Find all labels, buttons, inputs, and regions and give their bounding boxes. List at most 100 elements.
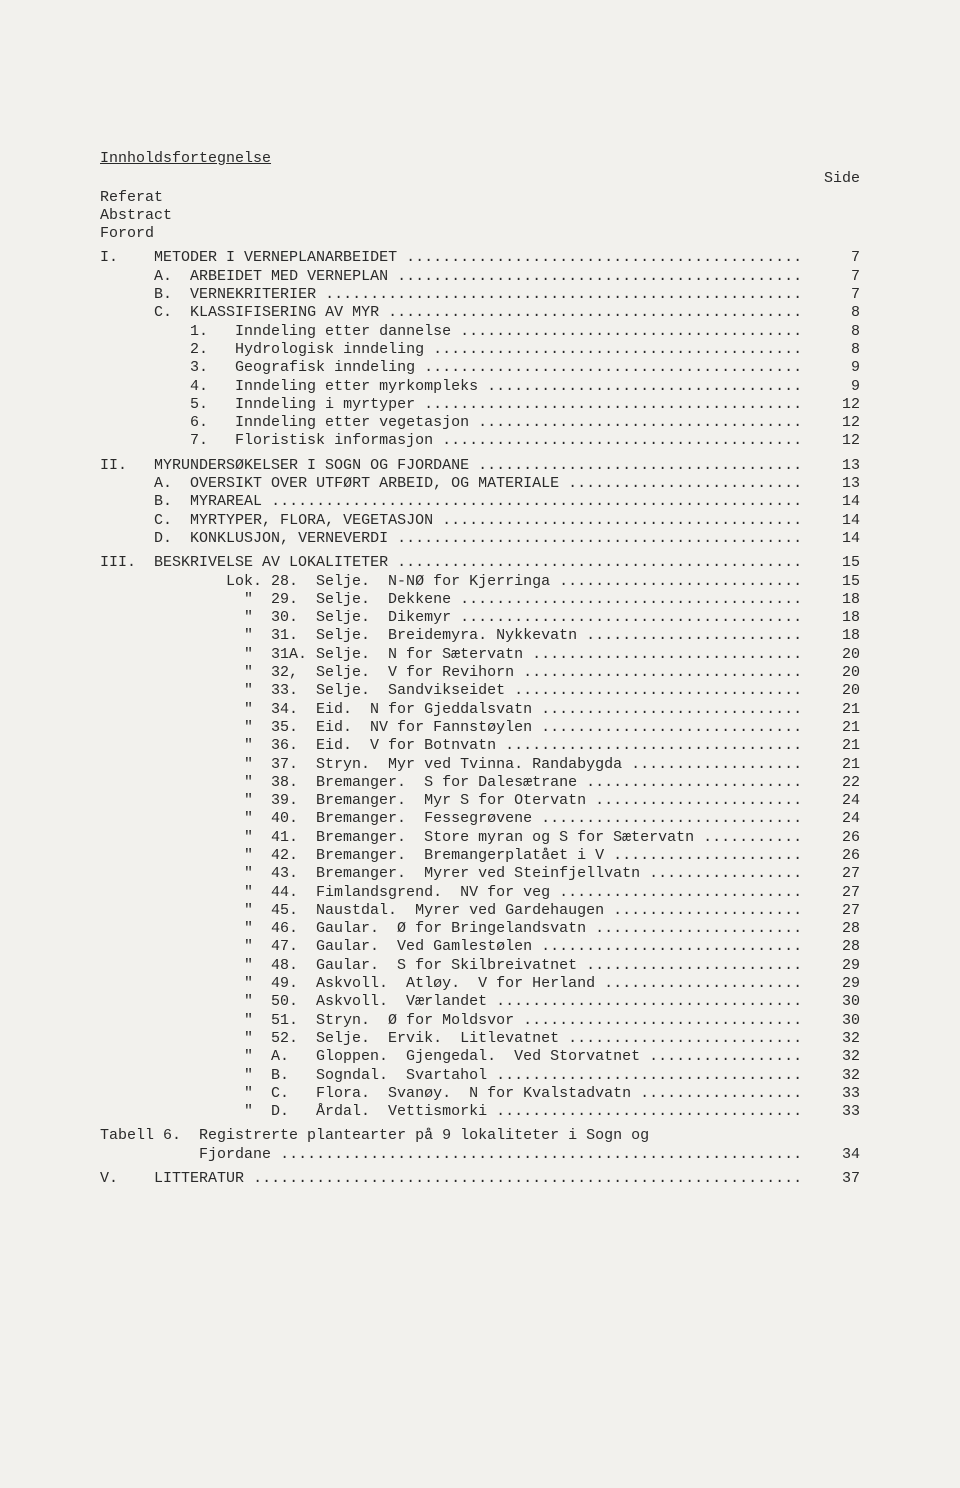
lokalitet-page: 20 [800,646,870,664]
section-I-C-2: 2. Hydrologisk inndeling ...............… [100,341,870,359]
lokalitet-text: Bremanger. Myrer ved Steinfjellvatn [316,865,640,883]
lokalitet-row: " 39. Bremanger. Myr S for Otervatn ....… [100,792,870,810]
lokalitet-text: Eid. NV for Fannstøylen [316,719,532,737]
lokalitet-num: " 35. [100,719,316,737]
lokalitet-row: " B. Sogndal. Svartahol ................… [100,1067,870,1085]
dot-leader: ........................................… [586,774,800,792]
lokalitet-page: 24 [800,792,870,810]
lokalitet-text: Gaular. Ved Gamlestølen [316,938,532,956]
lokalitet-row: " 31A. Selje. N for Sætervatn ..........… [100,646,870,664]
dot-leader: ........................................… [523,664,800,682]
lokalitet-text: Bremanger. Bremangerplatået i V [316,847,604,865]
lokalitet-text: Bremanger. Myr S for Otervatn [316,792,586,810]
lokalitet-page: 24 [800,810,870,828]
dot-leader: ........................................… [613,847,800,865]
lokalitet-page: 15 [800,573,870,591]
lokalitet-row: " 34. Eid. N for Gjeddalsvatn ..........… [100,701,870,719]
lokalitet-num: " 50. [100,993,316,1011]
lokalitet-list: Lok. 28. Selje. N-NØ for Kjerringa .....… [100,573,870,1122]
lokalitet-text: Askvoll. Værlandet [316,993,487,1011]
lokalitet-text: Selje. N for Sætervatn [316,646,523,664]
lokalitet-page: 22 [800,774,870,792]
lokalitet-page: 29 [800,975,870,993]
lokalitet-num: " 44. [100,884,316,902]
lokalitet-row: " C. Flora. Svanøy. N for Kvalstadvatn .… [100,1085,870,1103]
section-II-C: C. MYRTYPER, FLORA, VEGETASJON .........… [100,512,870,530]
lokalitet-page: 33 [800,1085,870,1103]
dot-leader: ........................................… [460,591,800,609]
lokalitet-num: " 33. [100,682,316,700]
lokalitet-text: Gaular. S for Skilbreivatnet [316,957,577,975]
lokalitet-page: 18 [800,591,870,609]
side-label: Side [100,170,870,188]
section-II: II. MYRUNDERSØKELSER I SOGN OG FJORDANE … [100,457,870,475]
dot-leader: ........................................… [586,627,800,645]
dot-leader: ........................................… [532,646,800,664]
lokalitet-page: 26 [800,847,870,865]
section-III: III. BESKRIVELSE AV LOKALITETER ........… [100,554,870,572]
section-I-page: 7 [800,249,870,267]
lokalitet-row: " 37. Stryn. Myr ved Tvinna. Randabygda … [100,756,870,774]
lokalitet-text: Askvoll. Atløy. V for Herland [316,975,595,993]
lokalitet-page: 32 [800,1030,870,1048]
tabell-line1: Tabell 6. Registrerte plantearter på 9 l… [100,1127,870,1145]
lokalitet-row: " 33. Selje. Sandvikseidet .............… [100,682,870,700]
lokalitet-num: " 52. [100,1030,316,1048]
section-II-A: A. OVERSIKT OVER UTFØRT ARBEID, OG MATER… [100,475,870,493]
lokalitet-text: Selje. Sandvikseidet [316,682,505,700]
preamble-referat: Referat [100,189,870,207]
section-I-C-7: 7. Floristisk informasjon ..............… [100,432,870,450]
lokalitet-num: " 42. [100,847,316,865]
section-I-C: C. KLASSIFISERING AV MYR ...............… [100,304,870,322]
lokalitet-num: " D. [100,1103,316,1121]
lokalitet-row: " 29. Selje. Dekkene ...................… [100,591,870,609]
lokalitet-num: " 32, [100,664,316,682]
lokalitet-page: 27 [800,865,870,883]
dot-leader: ........................................… [595,920,800,938]
dot-leader: ........................................… [703,829,800,847]
lokalitet-page: 30 [800,1012,870,1030]
lokalitet-num: " 51. [100,1012,316,1030]
lokalitet-text: Bremanger. Fessegrøvene [316,810,532,828]
lokalitet-num: " 38. [100,774,316,792]
dot-leader: ........................................… [595,792,800,810]
lokalitet-row: " 43. Bremanger. Myrer ved Steinfjellvat… [100,865,870,883]
lokalitet-text: Sogndal. Svartahol [316,1067,487,1085]
lokalitet-num: " 39. [100,792,316,810]
lokalitet-num: " 46. [100,920,316,938]
dot-leader: ........................................… [604,975,800,993]
tabell-line2: Fjordane ...............................… [100,1146,870,1164]
lokalitet-num: " 36. [100,737,316,755]
dot-leader: ........................................… [505,737,800,755]
lokalitet-row: " 41. Bremanger. Store myran og S for Sæ… [100,829,870,847]
section-I-C-3: 3. Geografisk inndeling ................… [100,359,870,377]
lokalitet-text: Fimlandsgrend. NV for veg [316,884,550,902]
lokalitet-row: " A. Gloppen. Gjengedal. Ved Storvatnet … [100,1048,870,1066]
lokalitet-page: 20 [800,682,870,700]
lokalitet-row: " 32, Selje. V for Revihorn ............… [100,664,870,682]
dot-leader: ........................................… [649,865,800,883]
dot-leader: ........................................… [649,1048,800,1066]
section-I-A: A. ARBEIDET MED VERNEPLAN ..............… [100,268,870,286]
lokalitet-num: " 34. [100,701,316,719]
dot-leader: ........................................… [541,719,800,737]
lokalitet-page: 30 [800,993,870,1011]
lokalitet-text: Flora. Svanøy. N for Kvalstadvatn [316,1085,631,1103]
lokalitet-page: 28 [800,920,870,938]
lokalitet-row: " 52. Selje. Ervik. Litlevatnet ........… [100,1030,870,1048]
lokalitet-page: 20 [800,664,870,682]
lokalitet-text: Naustdal. Myrer ved Gardehaugen [316,902,604,920]
lokalitet-row: " 48. Gaular. S for Skilbreivatnet .....… [100,957,870,975]
lokalitet-page: 18 [800,609,870,627]
preamble-forord: Forord [100,225,870,243]
lokalitet-text: Gloppen. Gjengedal. Ved Storvatnet [316,1048,640,1066]
lokalitet-num: " 40. [100,810,316,828]
dot-leader: ........................................… [514,682,800,700]
lokalitet-text: Selje. Dikemyr [316,609,451,627]
lokalitet-row: " 44. Fimlandsgrend. NV for veg ........… [100,884,870,902]
lokalitet-text: Stryn. Ø for Moldsvor [316,1012,514,1030]
lokalitet-text: Selje. Dekkene [316,591,451,609]
dot-leader: ........................................… [640,1085,800,1103]
lokalitet-row: " 38. Bremanger. S for Dalesætrane .....… [100,774,870,792]
lokalitet-page: 21 [800,719,870,737]
